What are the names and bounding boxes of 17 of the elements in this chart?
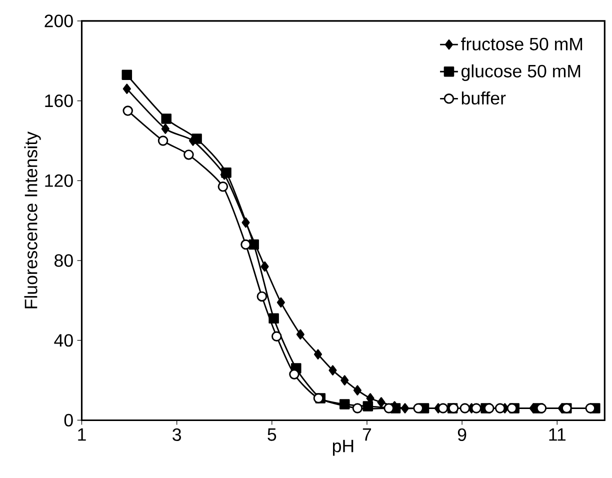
x-tick-label: 1	[78, 428, 86, 441]
y-tick-label: 40	[54, 334, 73, 347]
x-tick-label: 7	[362, 428, 372, 441]
x-tick-label: 3	[172, 428, 181, 442]
y-tick-label: 200	[44, 14, 73, 28]
y-tick-label: 120	[45, 174, 73, 188]
x-axis-title: pH	[332, 440, 354, 456]
y-axis-title: Fluorescence Intensity	[24, 132, 41, 308]
legend-label: glucose 50 mM	[462, 64, 580, 82]
legend-label: buffer	[462, 92, 506, 105]
x-tick-label: 9	[458, 428, 466, 442]
y-tick-label: 80	[54, 254, 73, 267]
y-tick-label: 0	[64, 414, 73, 427]
legend-label: fructose 50 mM	[461, 37, 582, 50]
y-tick-label: 160	[45, 94, 73, 108]
x-tick-label: 5	[268, 428, 276, 441]
x-tick-label: 11	[549, 428, 566, 441]
